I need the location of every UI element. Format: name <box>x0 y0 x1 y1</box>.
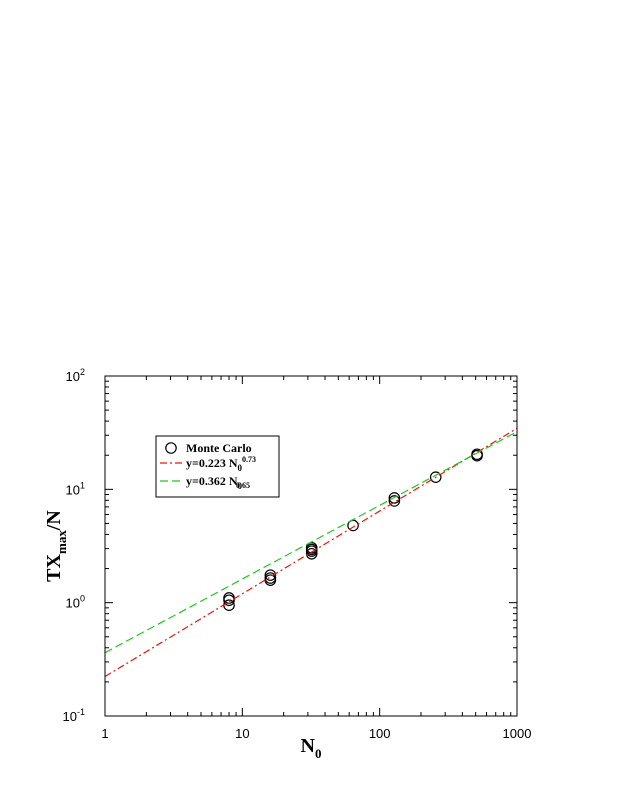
ticks-layer <box>104 375 518 717</box>
data-point <box>429 471 442 483</box>
data-point <box>305 541 318 554</box>
legend-label-fit-073-main: y=0.223 N <box>186 456 238 470</box>
data-point <box>388 492 401 504</box>
data-point <box>471 448 483 461</box>
legend-label-fit-073-sup: 0.73 <box>242 455 256 464</box>
x-axis-title: N0 <box>301 735 322 761</box>
legend-label-fit-065-sub: 0 <box>238 481 243 491</box>
data-point <box>305 547 318 560</box>
legend-box <box>155 435 280 498</box>
y-axis-title-tail: /N <box>43 510 65 532</box>
data-point <box>264 569 277 581</box>
data-point <box>388 495 401 507</box>
y-axis-title-sub: max <box>54 530 69 554</box>
y-tick-label: 100 <box>66 594 85 611</box>
y-tick-label-base: 10 <box>63 709 77 724</box>
legend-label-fit-065: y=0.362 N00.65 <box>186 474 250 491</box>
y-tick-label-base: 10 <box>66 596 80 611</box>
legend-label-fit-073-sub: 0 <box>238 463 243 473</box>
y-tick-label-base: 10 <box>66 482 80 497</box>
legend-marker-monte-carlo <box>165 442 177 454</box>
legend-label-fit-073: y=0.223 N00.73 <box>186 455 256 473</box>
y-tick-label-exp: 0 <box>80 594 85 604</box>
fit-line-1 <box>104 427 518 678</box>
data-point <box>223 592 235 604</box>
y-tick-label: 10-1 <box>63 707 85 724</box>
y-tick-label-exp: 2 <box>80 367 85 377</box>
y-axis-title-main: TX <box>43 553 65 581</box>
legend: Monte Carlo y=0.223 N00.73 y=0.362 N00.6… <box>155 435 280 498</box>
legend-label-monte-carlo-text: Monte Carlo <box>186 441 252 455</box>
x-tick-label: 10 <box>235 726 249 741</box>
legend-label-fit-065-main: y=0.362 N <box>186 474 238 488</box>
data-point <box>264 572 277 584</box>
series-layer <box>104 427 518 678</box>
x-axis-title-main: N <box>301 735 316 757</box>
y-tick-label-exp: 1 <box>80 480 85 490</box>
x-tick-label: 1 <box>101 726 108 741</box>
x-tick-label: 100 <box>369 726 391 741</box>
fit-line-2 <box>104 431 518 654</box>
x-axis-title-sub: 0 <box>315 746 322 761</box>
x-tick-label: 1000 <box>503 726 532 741</box>
y-axis-title: TXmax/N <box>43 510 69 582</box>
y-tick-label-base: 10 <box>66 369 80 384</box>
legend-label-monte-carlo: Monte Carlo <box>186 441 252 455</box>
plot-frame <box>104 375 518 717</box>
y-tick-label: 101 <box>66 480 85 497</box>
legend-label-fit-065-sup: 0.65 <box>236 481 250 490</box>
y-tick-label-exp: -1 <box>77 707 85 717</box>
y-tick-label: 102 <box>66 367 85 384</box>
